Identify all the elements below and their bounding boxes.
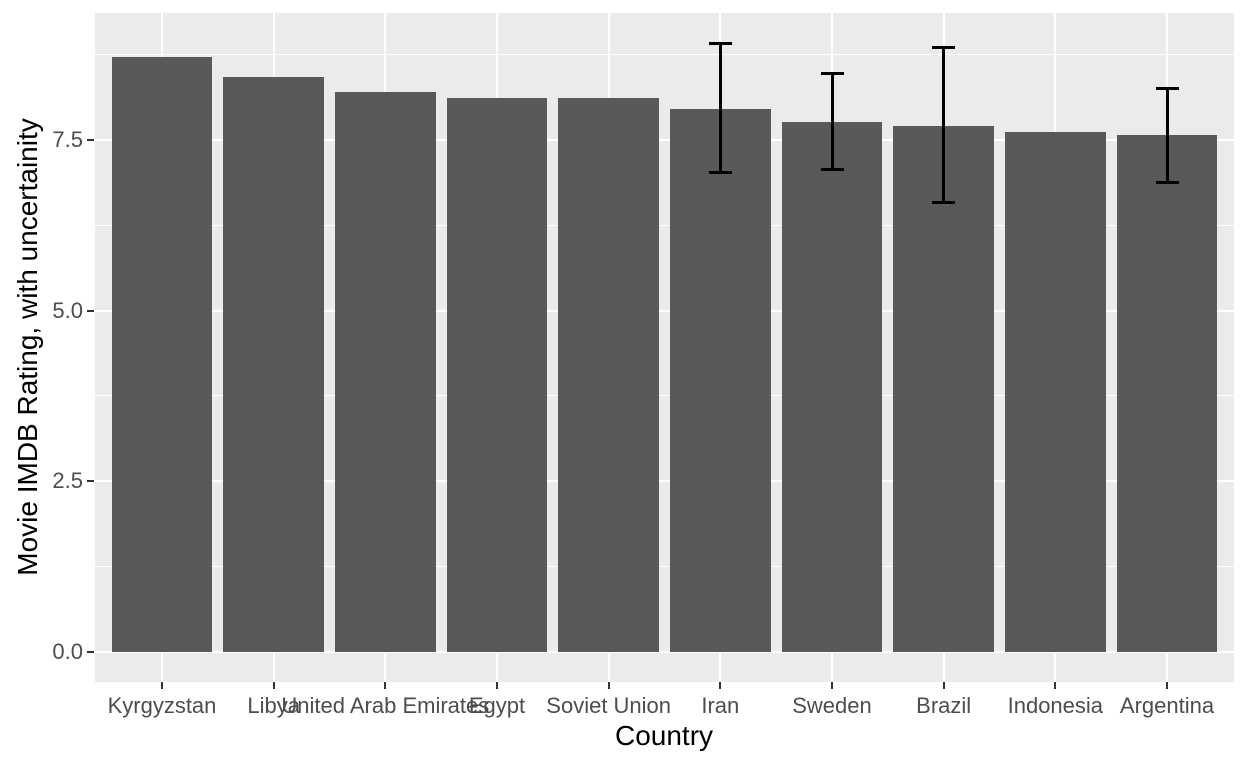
bar-united-arab-emirates (335, 91, 436, 652)
errorbar-cap-bottom-brazil (932, 200, 956, 204)
bar-egypt (446, 98, 548, 652)
y-axis-tick (87, 138, 94, 141)
minor-gridline (95, 395, 1234, 397)
major-gridline (95, 480, 1234, 483)
errorbar-line-brazil (942, 47, 946, 203)
bar-argentina (1116, 135, 1218, 652)
bar-brazil (893, 125, 994, 652)
y-tick-label: 2.5 (52, 468, 83, 494)
x-axis-tick (607, 682, 610, 689)
errorbar-cap-bottom-iran (708, 170, 732, 174)
x-tick-label-sweden: Sweden (792, 693, 872, 718)
errorbar-cap-bottom-argentina (1155, 180, 1179, 184)
major-gridline (95, 650, 1234, 653)
x-tick-label-iran: Iran (701, 693, 740, 718)
bar-sweden (781, 122, 883, 652)
y-axis-tick (87, 309, 94, 312)
major-gridline (95, 138, 1234, 141)
x-tick-label-libya: Libya (247, 693, 300, 718)
x-axis-tick (161, 682, 163, 689)
x-tick-label-egypt: Egypt (468, 693, 526, 718)
x-axis-title: Country (614, 720, 714, 751)
errorbar-cap-bottom-sweden (820, 167, 844, 171)
major-gridline (95, 309, 1234, 312)
minor-gridline (95, 224, 1234, 226)
x-axis-tick (496, 682, 498, 689)
plot-panel (95, 13, 1234, 682)
x-axis-tick (1054, 682, 1057, 689)
x-axis-tick (384, 682, 387, 689)
errorbar-line-sweden (830, 73, 834, 170)
x-tick-label-united-arab-emirates: United Arab Emirates (281, 693, 490, 718)
y-axis-tick (87, 480, 94, 483)
x-axis-tick (831, 682, 833, 689)
errorbar-line-argentina (1165, 88, 1169, 183)
x-tick-label-kyrgyzstan: Kyrgyzstan (107, 693, 217, 718)
x-axis-tick (942, 682, 945, 689)
y-tick-label: 7.5 (52, 126, 83, 152)
bar-iran (670, 108, 771, 652)
x-tick-label-indonesia: Indonesia (1007, 693, 1104, 718)
bar-libya (223, 77, 324, 652)
bar-indonesia (1005, 132, 1106, 652)
x-axis-tick (719, 682, 722, 689)
x-tick-label-argentina: Argentina (1119, 693, 1215, 718)
y-tick-label: 5.0 (52, 297, 83, 323)
y-tick-label: 0.0 (52, 638, 83, 664)
y-axis-tick (87, 650, 94, 653)
minor-gridline (95, 54, 1234, 56)
errorbar-cap-top-iran (708, 42, 732, 46)
x-tick-label-soviet-union: Soviet Union (546, 693, 672, 718)
errorbar-cap-top-argentina (1155, 86, 1179, 90)
errorbar-cap-top-sweden (820, 71, 844, 75)
bar-soviet-union (558, 98, 659, 652)
x-tick-label-brazil: Brazil (916, 693, 972, 718)
x-axis-tick (272, 682, 275, 689)
errorbar-cap-top-brazil (932, 45, 956, 49)
minor-gridline (95, 566, 1234, 568)
errorbar-line-iran (718, 43, 722, 173)
x-axis-tick (1166, 682, 1168, 689)
bar-kyrgyzstan (111, 56, 213, 652)
y-axis-title: Movie IMDB Rating, with uncertainity (12, 118, 43, 576)
